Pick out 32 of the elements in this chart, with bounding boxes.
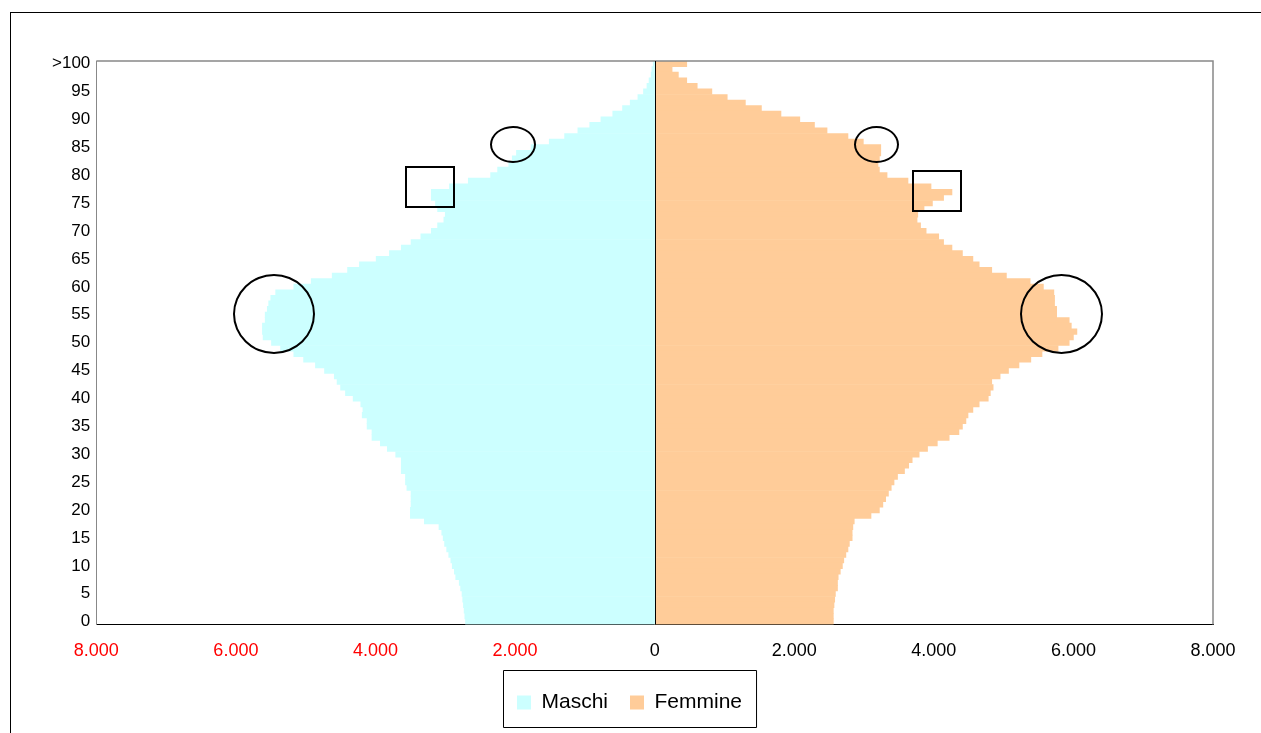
y-tick-label: 90 [71,109,91,129]
y-tick-label: 10 [71,555,91,575]
y-tick-label: 85 [71,137,91,157]
legend-label: Femmine [654,689,743,713]
y-tick-label: 40 [71,388,91,408]
y-tick-label: 0 [80,611,91,631]
y-tick-label: 55 [71,304,91,324]
y-tick-label: 95 [71,81,91,101]
y-tick-label: 70 [71,220,91,240]
y-tick-label: 50 [71,332,91,352]
x-tick-label: 6.000 [213,640,259,661]
x-tick-label: 8.000 [1190,640,1236,661]
y-tick-label: 60 [71,276,91,296]
y-tick-label: 20 [71,499,91,519]
x-tick-label: 8.000 [73,640,119,661]
y-tick-label: 25 [71,471,91,491]
y-tick-label: >100 [51,53,91,73]
y-tick-label: 45 [71,360,91,380]
x-tick-label: 0 [649,640,660,661]
y-tick-label: 65 [71,248,91,268]
y-tick-label: 75 [71,192,91,212]
legend-label: Maschi [541,689,609,713]
y-tick-label: 5 [80,583,91,603]
x-tick-label: 4.000 [911,640,957,661]
x-tick-label: 4.000 [352,640,398,661]
x-tick-label: 2.000 [771,640,817,661]
y-tick-label: 80 [71,165,91,185]
x-tick-label: 2.000 [492,640,538,661]
y-tick-label: 35 [71,416,91,436]
y-tick-label: 15 [71,527,91,547]
x-tick-label: 6.000 [1050,640,1096,661]
y-tick-label: 30 [71,443,91,463]
